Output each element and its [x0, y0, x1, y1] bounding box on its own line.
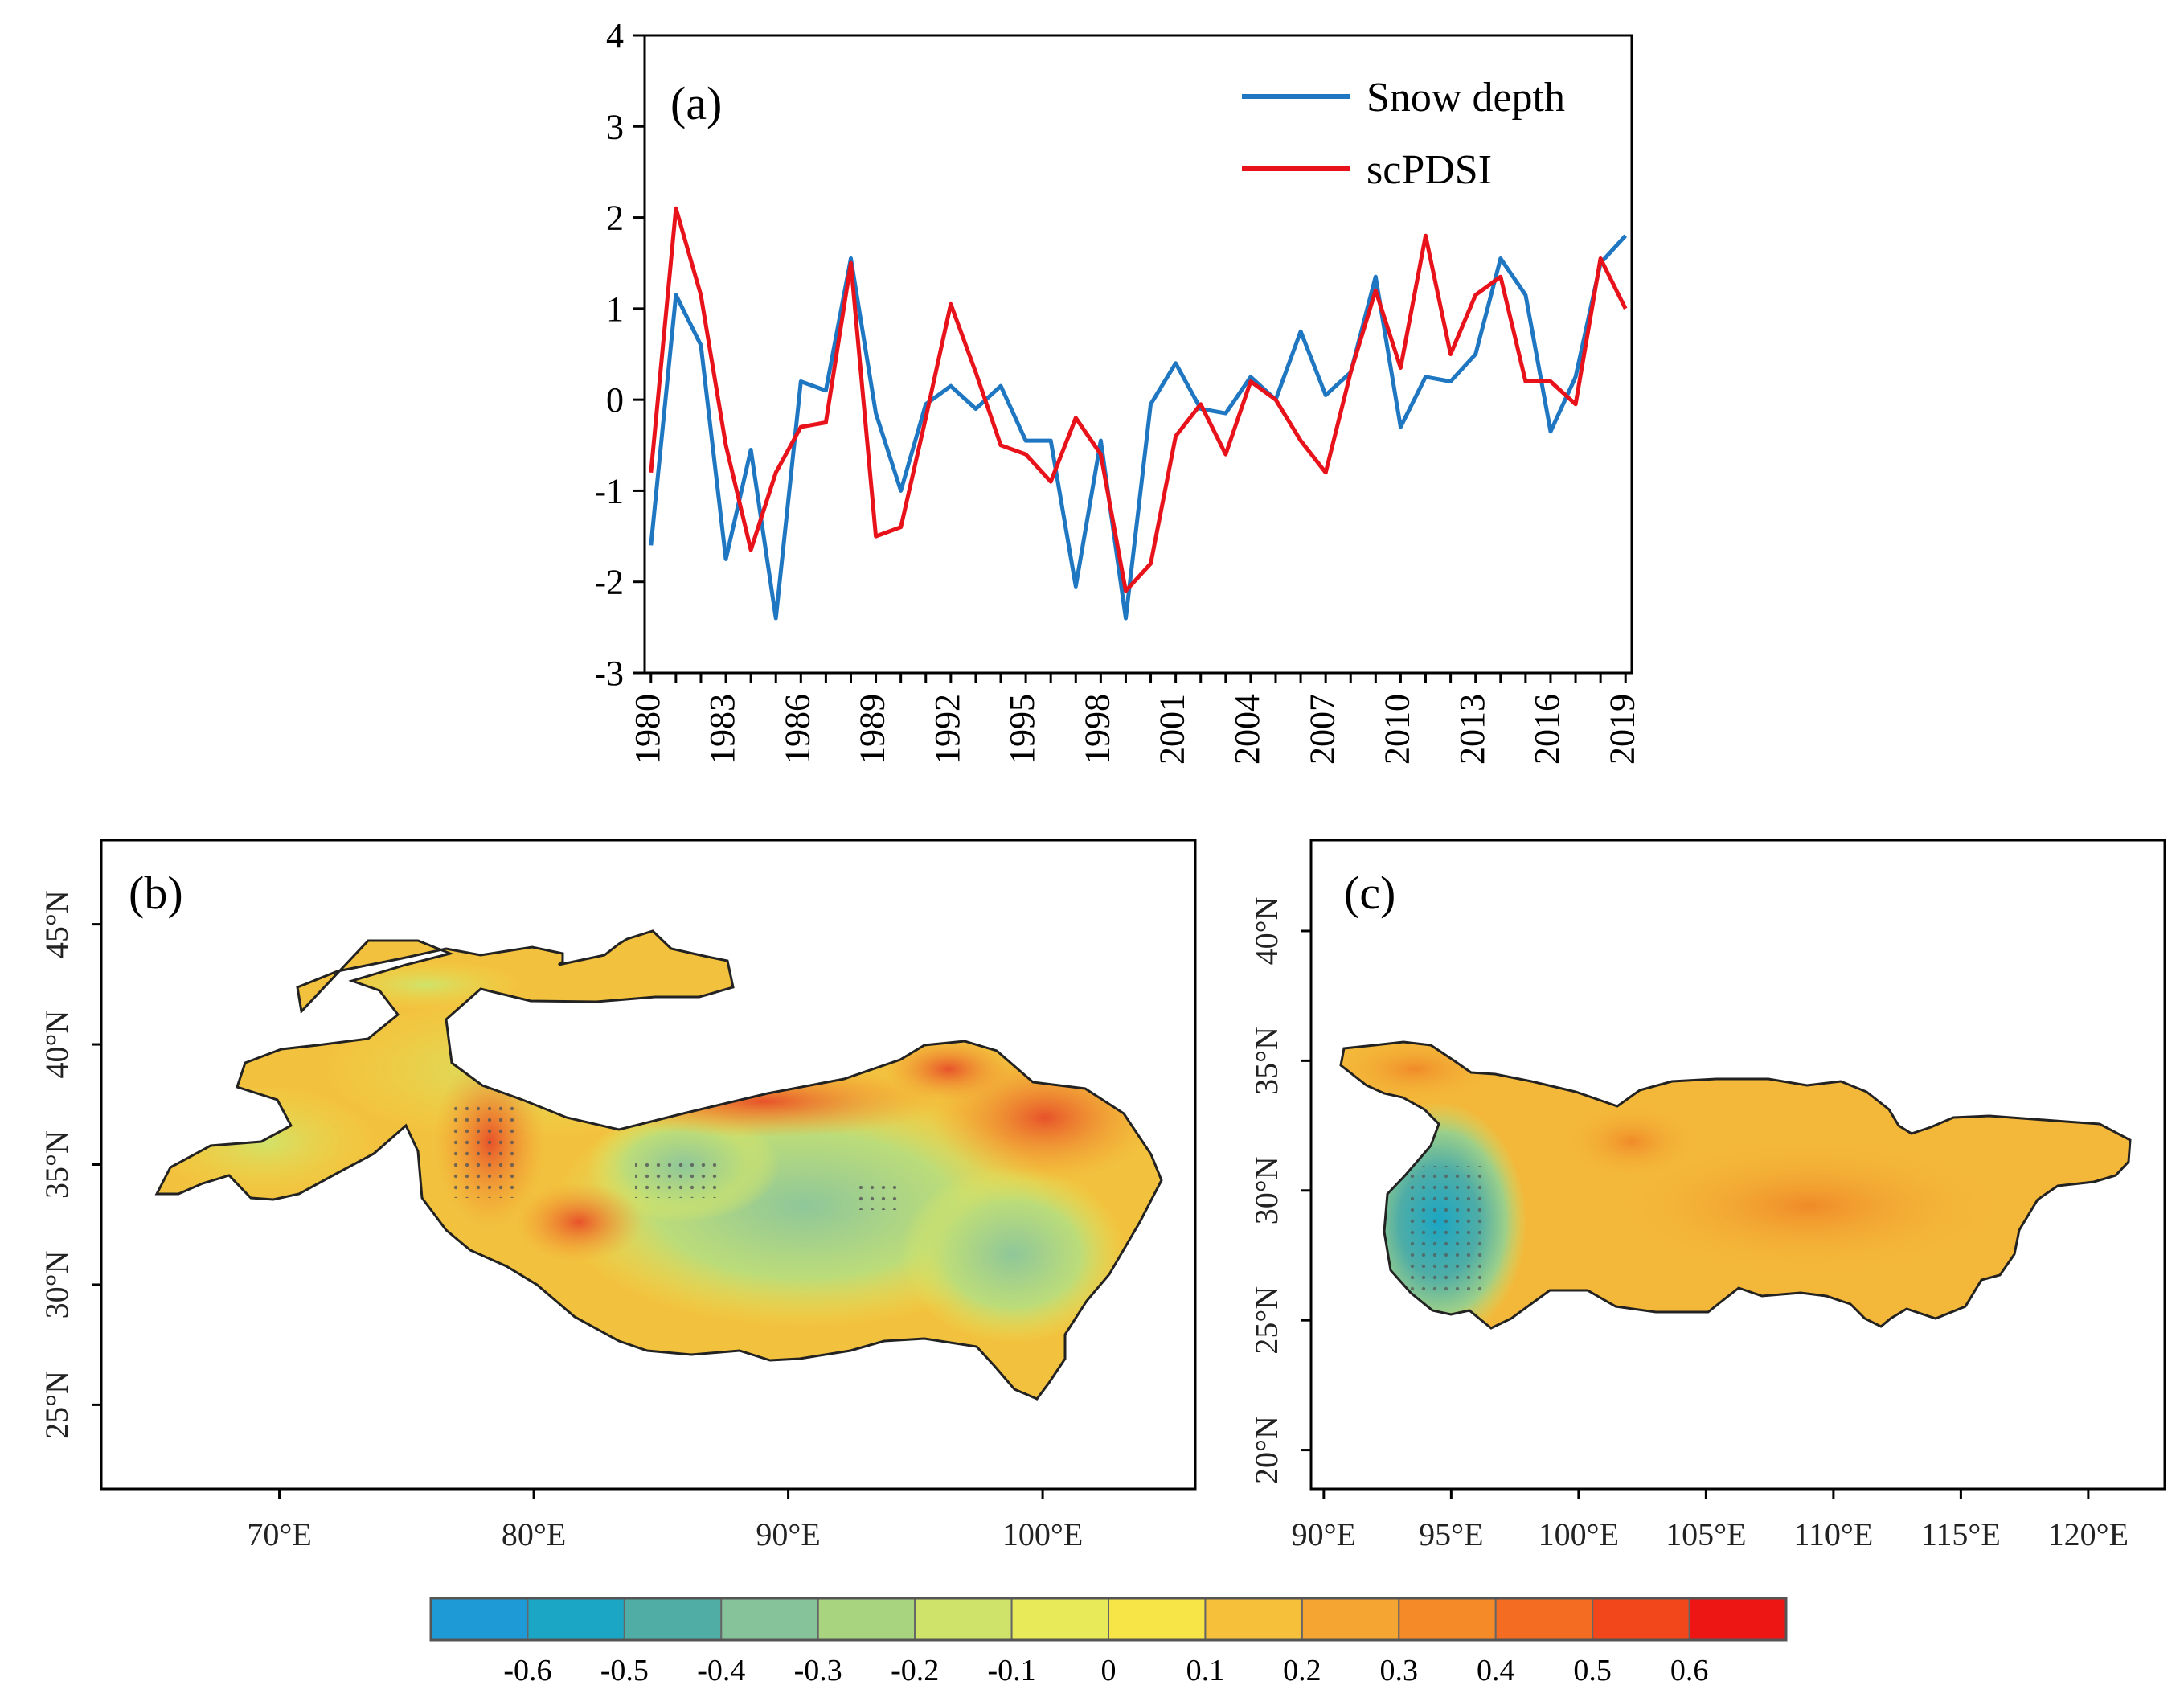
colorbar-swatch — [1688, 1597, 1788, 1641]
legend-label-scpdsi: scPDSI — [1367, 147, 1492, 193]
lat-tick-label: 25°N — [39, 1371, 75, 1439]
colorbar-swatch — [1592, 1597, 1690, 1641]
x-tick-label: 2016 — [1527, 694, 1567, 765]
lat-tick-label: 20°N — [1248, 1416, 1285, 1484]
series-line-snow-depth — [649, 234, 1628, 621]
x-tick-label: 1998 — [1077, 694, 1117, 765]
y-tick-label: 1 — [606, 289, 624, 329]
y-tick-label: 2 — [606, 199, 624, 238]
colorbar-swatch — [1108, 1597, 1207, 1641]
colorbar-label: 0 — [1101, 1654, 1117, 1688]
lon-tick-label: 110°E — [1793, 1516, 1873, 1552]
lon-tick-label: 70°E — [247, 1516, 311, 1552]
panel-label-a: (a) — [670, 77, 722, 129]
series-lines — [649, 206, 1628, 621]
map-axes-c: 90°E 95°E 100°E 105°E 110°E 115°E 120°E 20°N 25°… — [1248, 897, 2129, 1552]
colorbar-label: -0.3 — [794, 1654, 842, 1688]
x-tick-label: 1995 — [1002, 694, 1042, 765]
lon-tick-label: 95°E — [1419, 1516, 1483, 1552]
map-region-b — [157, 931, 1162, 1399]
series-line-scpdsi — [649, 206, 1628, 593]
x-tick-label: 2010 — [1378, 694, 1417, 765]
colorbar-swatch — [623, 1597, 723, 1641]
lon-tick-label: 120°E — [2048, 1516, 2129, 1552]
colorbar-label: -0.4 — [697, 1654, 745, 1688]
lat-tick-label: 25°N — [1248, 1286, 1285, 1355]
colorbar-label: 0.6 — [1670, 1654, 1709, 1688]
lon-tick-label: 115°E — [1921, 1516, 2001, 1552]
lat-tick-label: 35°N — [39, 1130, 75, 1199]
x-tick-label: 1989 — [853, 694, 892, 765]
colorbar-frame — [429, 1597, 1788, 1642]
colorbar-label: 0.1 — [1186, 1654, 1225, 1688]
colorbar-swatch — [1204, 1597, 1303, 1641]
map-axes-b: 70°E 80°E 90°E 100°E 25°N 30°N 35°N 40°N 45°N — [39, 890, 1083, 1552]
lat-tick-label: 45°N — [39, 890, 75, 958]
lon-tick-label: 90°E — [1292, 1516, 1356, 1552]
colorbar-swatch — [914, 1597, 1013, 1641]
y-axis: -3 -2 -1 0 1 2 3 4 — [594, 16, 645, 693]
lon-tick-label: 100°E — [1539, 1516, 1619, 1552]
panel-label-c: (c) — [1344, 867, 1395, 919]
map-panel-b: 70°E 80°E 90°E 100°E 25°N 30°N 35°N 40°N 45°N (b… — [39, 839, 1197, 1552]
colorbar-label: 0.2 — [1283, 1654, 1321, 1688]
y-tick-label: 4 — [606, 16, 624, 55]
lat-tick-label: 30°N — [1248, 1156, 1285, 1224]
x-tick-label: 2007 — [1302, 694, 1342, 765]
colorbar-swatch — [817, 1597, 916, 1641]
colorbar-label: -0.5 — [600, 1654, 649, 1688]
region-outline-b — [154, 929, 1163, 1401]
colorbar-label: 0.3 — [1380, 1654, 1419, 1688]
x-tick-label: 2004 — [1227, 694, 1267, 765]
colorbar-swatch — [430, 1597, 529, 1641]
colorbar-swatch — [1494, 1597, 1594, 1641]
map-panel-c: 90°E 95°E 100°E 105°E 110°E 115°E 120°E 20°N 25°… — [1248, 839, 2166, 1552]
colorbar: -0.6 -0.5 -0.4 -0.3 -0.2 -0.1 0 0.1 0.2 0.3 0.4 0.5… — [429, 1597, 1788, 1688]
colorbar-label: -0.6 — [503, 1654, 551, 1688]
x-axis: 1980 1983 1986 1989 1992 1995 1998 2001 2004 2007… — [628, 673, 1641, 765]
x-tick-label: 1983 — [703, 694, 742, 765]
map-region-c — [1341, 1042, 2130, 1328]
colorbar-label: -0.1 — [987, 1654, 1035, 1688]
x-tick-label: 1986 — [777, 694, 817, 765]
colorbar-swatch — [527, 1597, 625, 1641]
lat-tick-label: 40°N — [1248, 897, 1285, 966]
y-tick-label: 0 — [606, 380, 624, 420]
x-tick-label: 2019 — [1602, 694, 1641, 765]
lon-tick-label: 105°E — [1666, 1516, 1746, 1552]
x-tick-label: 2013 — [1453, 694, 1492, 765]
lat-tick-label: 40°N — [39, 1011, 75, 1079]
lon-tick-label: 80°E — [502, 1516, 566, 1552]
x-tick-label: 1980 — [628, 694, 667, 765]
legend: Snow depth scPDSI — [1242, 75, 1565, 193]
colorbar-swatch — [1010, 1597, 1109, 1641]
y-tick-label: -1 — [594, 471, 624, 511]
plot-frame — [643, 34, 1633, 675]
lon-tick-label: 100°E — [1002, 1516, 1083, 1552]
colorbar-label: 0.5 — [1573, 1654, 1612, 1688]
map-frame-c — [1309, 839, 2166, 1491]
colorbar-label: 0.4 — [1477, 1654, 1515, 1688]
y-tick-label: -3 — [594, 654, 624, 693]
y-tick-label: -2 — [594, 563, 624, 602]
colorbar-swatch — [720, 1597, 819, 1641]
colorbar-label: -0.2 — [891, 1654, 939, 1688]
colorbar-swatch — [1301, 1597, 1400, 1641]
x-tick-label: 1992 — [928, 694, 967, 765]
lat-tick-label: 30°N — [39, 1250, 75, 1319]
legend-label-snow-depth: Snow depth — [1367, 75, 1565, 121]
time-series-chart: -3 -2 -1 0 1 2 3 4 1980 1983 1986 1989 1992 1995 1998… — [594, 16, 1641, 765]
y-tick-label: 3 — [606, 107, 624, 146]
lon-tick-label: 90°E — [756, 1516, 820, 1552]
colorbar-swatch — [1398, 1597, 1497, 1641]
region-outline-c — [1339, 1040, 2132, 1330]
panel-label-b: (b) — [129, 867, 183, 919]
lat-tick-label: 35°N — [1248, 1027, 1285, 1095]
x-tick-label: 2001 — [1153, 694, 1192, 765]
